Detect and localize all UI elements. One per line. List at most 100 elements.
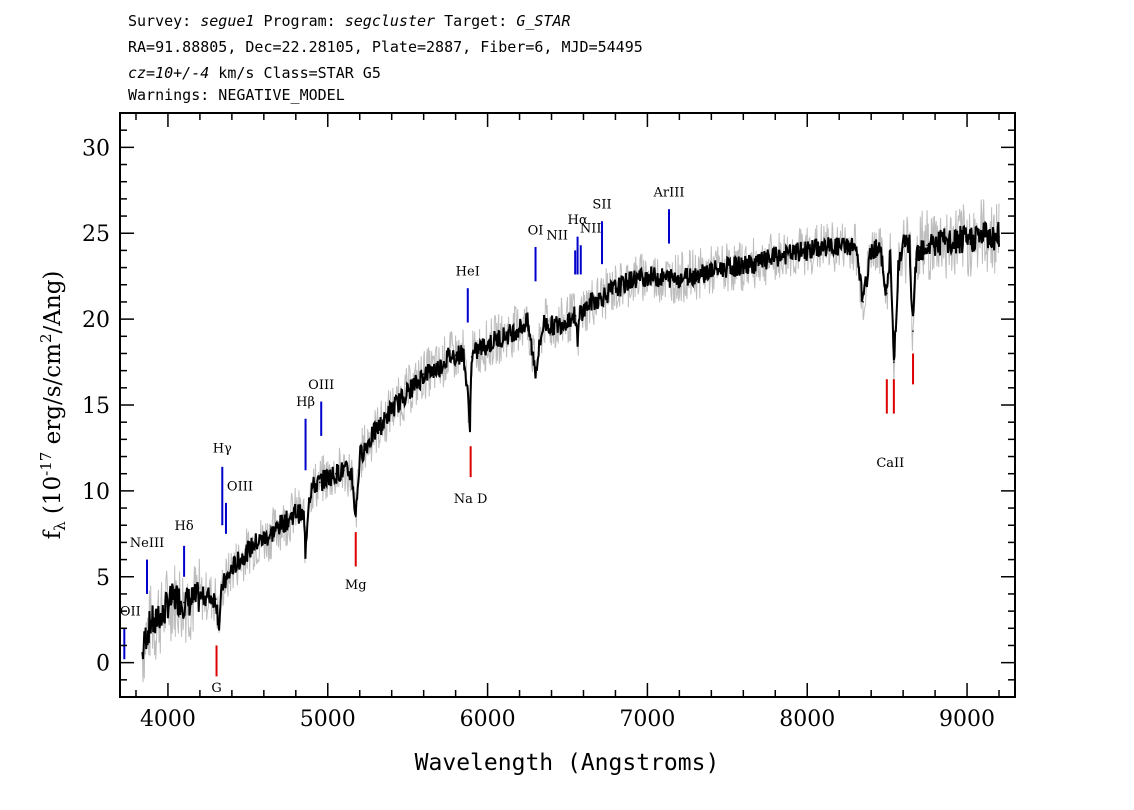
flux-point	[287, 519, 289, 521]
flux-point	[390, 407, 393, 410]
flux-point	[462, 352, 465, 355]
flux-point	[606, 292, 609, 295]
redshift-value: cz=10+/-4	[128, 64, 210, 82]
flux-point	[638, 277, 641, 279]
flux-point	[806, 249, 808, 252]
emission-line-label: NII	[546, 229, 568, 244]
program-label: Program:	[254, 12, 345, 30]
survey-value: segue1	[200, 12, 255, 30]
flux-point	[502, 335, 505, 338]
flux-point	[998, 235, 1000, 238]
emission-line-label: OII	[120, 605, 141, 620]
emission-line-label: SII	[592, 198, 611, 213]
plot-area	[141, 199, 1000, 683]
y-tick-label: 5	[96, 566, 110, 591]
flux-point	[526, 321, 529, 324]
flux-point	[822, 246, 824, 248]
flux-point	[227, 576, 230, 578]
flux-point	[231, 567, 233, 569]
emission-line-label: Hβ	[296, 395, 315, 410]
flux-point	[221, 584, 224, 587]
x-tick-label: 6000	[460, 707, 516, 732]
flux-point	[335, 472, 337, 475]
emission-line-label: NII	[580, 222, 602, 237]
flux-point	[304, 550, 307, 552]
x-tick-label: 7000	[619, 707, 675, 732]
flux-point	[838, 246, 840, 248]
flux-point	[398, 400, 401, 403]
flux-point	[454, 354, 457, 357]
x-tick-label: 4000	[140, 707, 196, 732]
flux-point	[897, 266, 900, 269]
absorption-line-label: Mg	[345, 578, 367, 593]
flux-point	[510, 332, 513, 334]
flux-point	[164, 610, 166, 612]
survey-label: Survey:	[128, 12, 201, 30]
flux-point	[854, 244, 856, 247]
program-value: segcluster	[344, 12, 436, 30]
flux-point	[870, 249, 872, 252]
target-value: G_STAR	[516, 12, 571, 30]
flux-point	[918, 246, 920, 248]
class-text: km/s Class=STAR G5	[209, 64, 381, 82]
flux-point	[271, 533, 273, 535]
flux-point	[343, 469, 345, 472]
flux-point	[966, 241, 968, 243]
y-tick-label: 25	[82, 222, 110, 247]
flux-point	[199, 596, 201, 599]
flux-point	[422, 373, 425, 375]
y-tick-label: 0	[96, 652, 110, 677]
emission-line-label: Hγ	[213, 442, 232, 457]
flux-point	[157, 610, 160, 612]
flux-point	[574, 314, 577, 317]
emission-line-label: OI	[528, 223, 544, 238]
flux-point	[908, 244, 911, 247]
flux-point	[534, 369, 537, 372]
header-line-2: RA=91.88805, Dec=22.28105, Plate=2887, F…	[128, 38, 643, 56]
flux-point	[518, 326, 521, 329]
flux-point	[886, 292, 888, 295]
flux-point	[183, 601, 185, 604]
flux-point	[218, 624, 220, 626]
flux-point	[774, 256, 777, 259]
x-tick-label: 9000	[939, 707, 995, 732]
y-axis-label: fλ (10-17 erg/s/cm2/Ang)	[37, 271, 69, 540]
header-line-4: Warnings: NEGATIVE_MODEL	[128, 86, 345, 104]
flux-point	[646, 275, 649, 278]
emission-line-label: NeIII	[130, 536, 164, 551]
emission-line-label: OIII	[227, 479, 253, 494]
flux-point	[469, 421, 471, 424]
x-tick-label: 8000	[779, 707, 835, 732]
flux-point	[974, 235, 976, 238]
flux-point	[614, 287, 617, 290]
flux-point	[942, 241, 944, 243]
flux-point	[726, 266, 729, 269]
flux-point	[303, 515, 305, 518]
flux-point	[175, 596, 177, 599]
flux-point	[167, 601, 169, 604]
flux-point	[327, 476, 329, 478]
flux-point	[470, 356, 473, 358]
flux-point	[958, 239, 960, 241]
flux-point	[893, 361, 895, 363]
flux-spectrum	[141, 220, 1000, 660]
flux-point	[758, 261, 761, 264]
flux-point	[622, 284, 625, 286]
header-line-1: Survey: segue1 Program: segcluster Targe…	[128, 10, 571, 32]
header-line-3: cz=10+/-4 km/s Class=STAR G5	[128, 62, 381, 84]
flux-point	[990, 235, 992, 238]
error-spectrum	[141, 199, 1000, 683]
flux-point	[982, 234, 984, 236]
flux-point	[148, 627, 150, 630]
flux-point	[494, 338, 497, 341]
flux-point	[160, 618, 163, 621]
flux-point	[354, 515, 357, 518]
flux-point	[406, 390, 409, 393]
y-tick-label: 30	[82, 136, 110, 161]
emission-line-label: Hδ	[175, 519, 194, 534]
flux-point	[742, 265, 745, 267]
flux-point	[141, 653, 144, 655]
flux-point	[550, 325, 553, 327]
